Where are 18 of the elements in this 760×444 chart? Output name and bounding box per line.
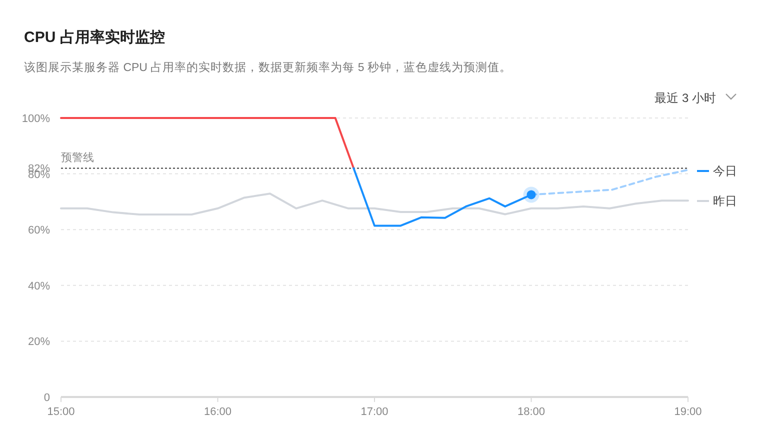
y-tick-label: 60%	[28, 224, 50, 237]
x-tick-label: 19:00	[674, 406, 702, 418]
y-tick-label: 80%	[28, 168, 50, 181]
y-tick-label: 40%	[28, 280, 50, 292]
line-series	[60, 192, 689, 216]
legend-label: 今日	[713, 164, 737, 178]
x-tick-label: 15:00	[47, 406, 75, 418]
y-tick-label: 100%	[22, 113, 50, 125]
y-tick-label: 0	[44, 392, 50, 404]
x-tick-label: 18:00	[517, 406, 546, 418]
x-tick-label: 16:00	[204, 406, 232, 418]
chart-title: CPU 占用率实时监控	[24, 28, 165, 46]
legend-label: 昨日	[713, 194, 737, 208]
text: 最近 3 小时	[654, 91, 716, 105]
chart-subtitle: 该图展示某服务器 CPU 占用率的实时数据，数据更新频率为每 5 秒钟，蓝色虚线为预测值。	[24, 60, 512, 74]
x-tick-label: 17:00	[360, 406, 388, 418]
y-tick-label: 20%	[28, 336, 50, 348]
ref-line-label: 预警线	[61, 151, 94, 164]
